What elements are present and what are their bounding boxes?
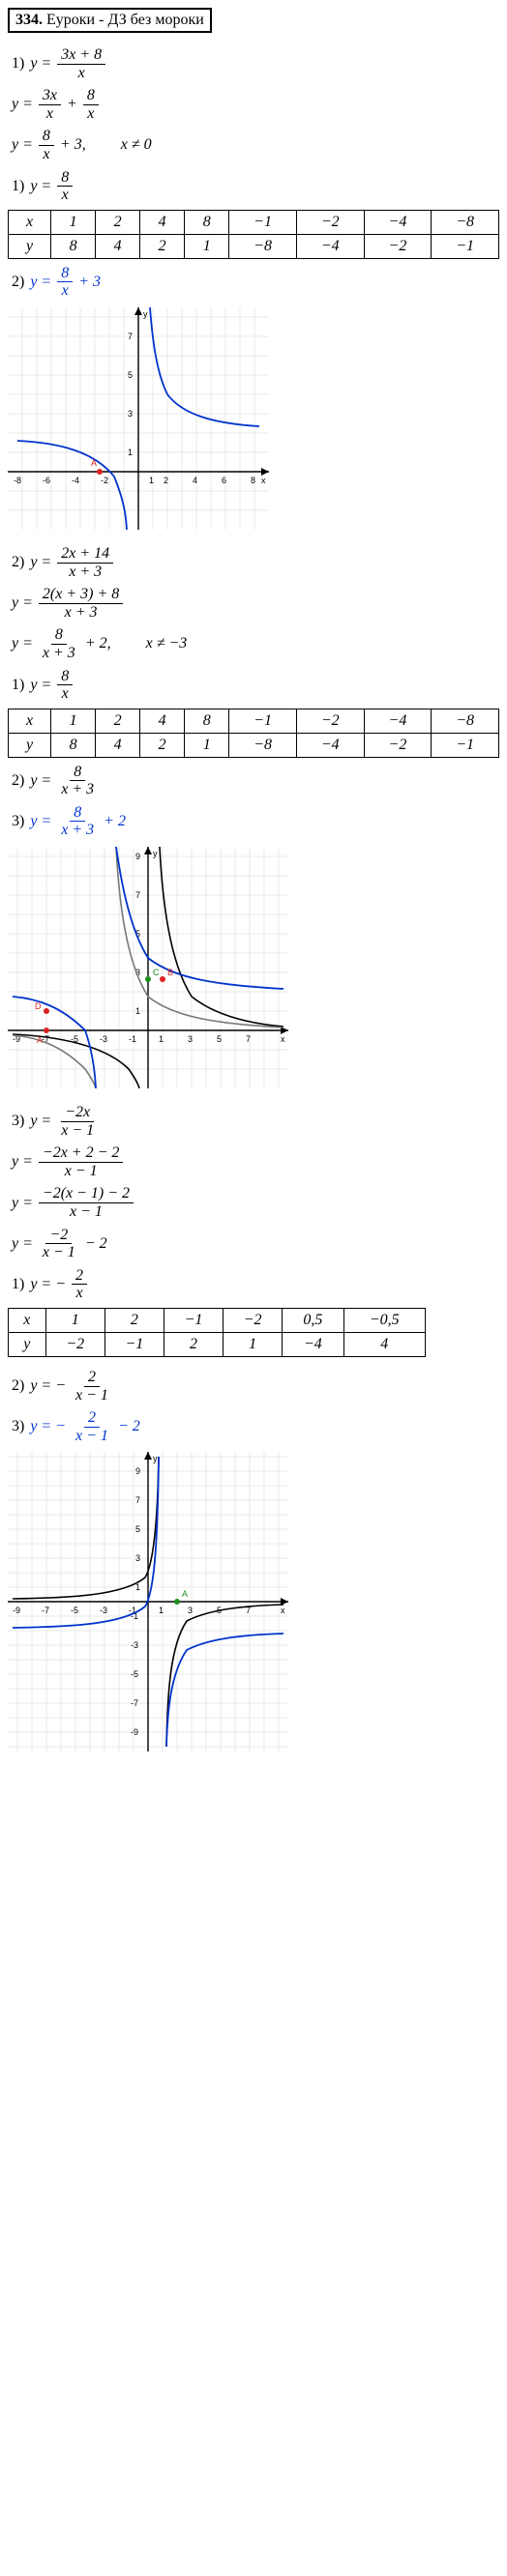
numerator: 3x + 8 [57, 46, 105, 65]
svg-text:-1: -1 [129, 1034, 136, 1044]
svg-text:-7: -7 [131, 1698, 138, 1708]
table-row: y 8 4 2 1 −8 −4 −2 −1 [9, 234, 499, 258]
p3-eq2: y = −2x + 2 − 2x − 1 [12, 1144, 499, 1179]
svg-text:7: 7 [128, 332, 133, 341]
table-row: x 12−1−20,5−0,5 [9, 1309, 426, 1333]
svg-text:3: 3 [188, 1034, 193, 1044]
svg-text:-3: -3 [100, 1606, 107, 1615]
fraction-1: 3x x [39, 87, 61, 122]
svg-text:5: 5 [128, 370, 133, 380]
lhs: y = [12, 96, 33, 113]
page-header: 334. Еуроки - ДЗ без мороки [8, 8, 212, 33]
svg-text:9: 9 [135, 1466, 140, 1476]
svg-text:x: x [261, 476, 266, 485]
svg-text:9: 9 [135, 852, 140, 861]
svg-text:5: 5 [217, 1034, 222, 1044]
lhs: y = [30, 55, 51, 72]
svg-text:1: 1 [159, 1034, 164, 1044]
p2-sub1: 1) y = 8 x [12, 668, 499, 703]
svg-text:-5: -5 [131, 1669, 138, 1679]
svg-text:A: A [37, 1035, 43, 1045]
svg-text:y: y [153, 849, 158, 858]
p3-sub2: 2) y = − 2x − 1 [12, 1369, 499, 1404]
p3-sub1: 1) y = − 2x [12, 1267, 499, 1302]
fraction: 3x + 8 x [57, 46, 105, 81]
svg-text:-6: -6 [43, 476, 50, 485]
svg-text:3: 3 [135, 1553, 140, 1563]
svg-text:-8: -8 [14, 476, 21, 485]
fraction-2: 8 x [83, 87, 99, 122]
p3-eq3: y = −2(x − 1) − 2x − 1 [12, 1185, 499, 1220]
p2-eq2: y = 2(x + 3) + 8 x + 3 [12, 586, 499, 621]
table-row: x 1 2 4 8 −1 −2 −4 −8 [9, 210, 499, 234]
p1-eq3: y = 8 x + 3, x ≠ 0 [12, 128, 499, 162]
header-text: Еуроки - ДЗ без мороки [46, 12, 204, 28]
svg-text:A: A [91, 458, 97, 468]
p3-eq4: y = −2x − 1 − 2 [12, 1227, 499, 1261]
problem-number: 334. [15, 12, 43, 28]
p3-sub3: 3) y = − 2x − 1 − 2 [12, 1409, 499, 1444]
table-row: x 1248−1−2−4−8 [9, 709, 499, 733]
p1-sub1: 1)y = 8 x [12, 169, 499, 204]
p2-graph: x y -9-7-5-3-1 1357 13579 A D C B [8, 847, 499, 1088]
svg-text:1: 1 [149, 476, 154, 485]
graph-svg: grid x y -8-6-4-2 12468 1357 A [8, 307, 269, 530]
p3-graph: xy -9-7-5-3-1 1357 13579 -1-3-5-7-9 A [8, 1452, 499, 1751]
table-row: y −2−121−44 [9, 1333, 426, 1357]
condition: x ≠ 0 [121, 136, 152, 154]
graph-svg: xy -9-7-5-3-1 1357 13579 -1-3-5-7-9 A [8, 1452, 288, 1751]
p1-eq2: y = 3x x + 8 x [12, 87, 499, 122]
p1-sub2: 2) y = 8 x + 3 [12, 265, 499, 300]
svg-text:7: 7 [135, 890, 140, 900]
svg-text:x: x [281, 1034, 285, 1044]
denominator: x [75, 65, 89, 82]
p2-table: x 1248−1−2−4−8 y 8421−8−4−2−1 [8, 709, 499, 758]
p1-graph: grid x y -8-6-4-2 12468 1357 A [8, 307, 499, 530]
svg-text:A: A [182, 1589, 188, 1599]
svg-text:2: 2 [164, 476, 168, 485]
svg-text:-4: -4 [72, 476, 79, 485]
svg-text:7: 7 [135, 1495, 140, 1505]
p3-eq1: 3) y = −2xx − 1 [12, 1104, 499, 1139]
svg-text:1: 1 [128, 448, 133, 457]
p2-eq3: y = 8 x + 3 + 2, x ≠ −3 [12, 626, 499, 661]
svg-text:-2: -2 [101, 476, 108, 485]
svg-text:D: D [35, 1001, 42, 1011]
p2-eq1: 2) y = 2x + 14 x + 3 [12, 545, 499, 580]
p1-eq1: 1) y = 3x + 8 x [12, 46, 499, 81]
graph-svg: x y -9-7-5-3-1 1357 13579 A D C B [8, 847, 288, 1088]
svg-text:7: 7 [246, 1034, 251, 1044]
problem-3: 3) y = −2xx − 1 y = −2x + 2 − 2x − 1 y =… [8, 1104, 499, 1751]
svg-text:x: x [281, 1606, 285, 1615]
p2-sub3: 3) y = 8 x + 3 + 2 [12, 804, 499, 839]
p3-table: x 12−1−20,5−0,5 y −2−121−44 [8, 1308, 426, 1357]
problem-2: 2) y = 2x + 14 x + 3 y = 2(x + 3) + 8 x … [8, 545, 499, 1088]
svg-text:5: 5 [135, 1524, 140, 1534]
svg-text:-9: -9 [13, 1606, 20, 1615]
svg-text:y: y [143, 309, 148, 319]
svg-text:B: B [167, 968, 173, 977]
svg-text:-5: -5 [71, 1606, 78, 1615]
p1-table: x 1 2 4 8 −1 −2 −4 −8 y 8 4 2 1 −8 −4 −2… [8, 210, 499, 259]
svg-text:1: 1 [135, 1006, 140, 1016]
svg-text:-7: -7 [42, 1606, 49, 1615]
svg-text:6: 6 [222, 476, 226, 485]
table-row: y 8421−8−4−2−1 [9, 733, 499, 757]
problem-1: 1) y = 3x + 8 x y = 3x x + 8 x y = 8 x +… [8, 46, 499, 530]
svg-text:3: 3 [188, 1606, 193, 1615]
svg-text:-9: -9 [131, 1727, 138, 1737]
svg-text:4: 4 [193, 476, 197, 485]
svg-text:8: 8 [251, 476, 255, 485]
svg-text:C: C [153, 968, 160, 977]
svg-text:3: 3 [128, 409, 133, 419]
svg-text:-3: -3 [131, 1640, 138, 1650]
p2-sub2: 2) y = 8 x + 3 [12, 764, 499, 798]
svg-text:y: y [153, 1454, 158, 1463]
prefix: 1) [12, 55, 24, 72]
svg-text:1: 1 [159, 1606, 164, 1615]
svg-text:-3: -3 [100, 1034, 107, 1044]
